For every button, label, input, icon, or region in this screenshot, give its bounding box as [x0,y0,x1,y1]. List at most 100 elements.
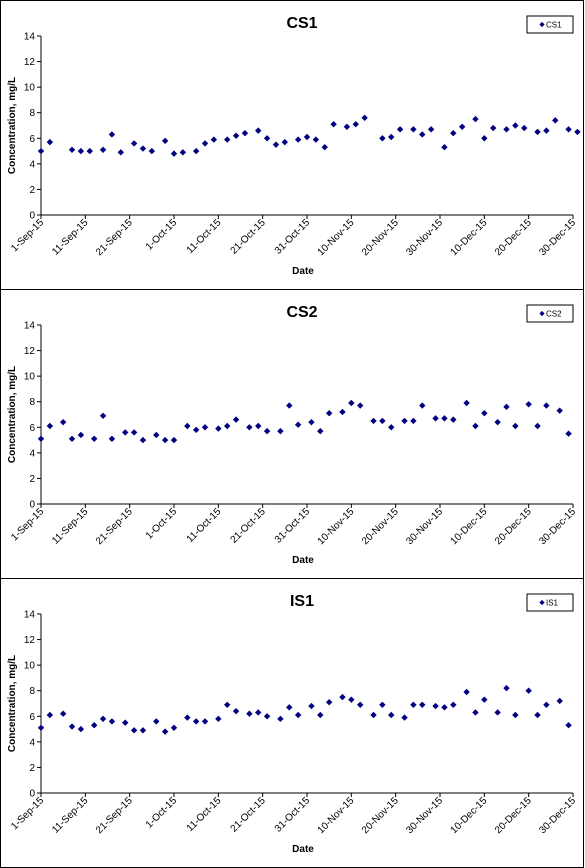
data-point-is1 [481,696,488,703]
y-tick-label: 14 [24,32,36,43]
y-tick-label: 6 [29,423,35,434]
x-tick-label: 11-Oct-15 [185,506,224,545]
data-point-cs1 [179,149,187,156]
data-point-is1 [277,715,284,723]
data-point-is1 [232,707,240,715]
x-tick-label: 30-Nov-15 [404,506,445,547]
x-tick-label: 10-Nov-15 [316,506,357,547]
y-axis-title: Concentration, mg/L [7,655,18,752]
data-point-cs1 [552,117,559,124]
legend-marker [539,310,545,317]
data-point-cs2 [77,431,85,439]
data-point-is1 [441,704,448,711]
data-point-cs2 [139,436,147,444]
chart-title: IS1 [290,593,314,610]
data-point-cs1 [427,126,435,133]
x-tick-label: 20-Nov-15 [360,217,401,258]
data-point-cs2 [348,399,355,407]
data-point-is1 [153,718,160,725]
data-point-cs1 [410,126,417,133]
x-tick-label: 21-Oct-15 [229,795,269,835]
data-point-cs1 [330,121,337,128]
data-point-cs2 [317,427,324,435]
x-tick-label: 1-Sep-15 [9,217,46,254]
data-point-is1 [286,704,293,711]
data-point-cs2 [401,417,408,425]
x-axis-title: Date [292,844,314,855]
data-point-is1 [201,718,209,725]
data-point-cs1 [441,144,448,151]
data-point-is1 [192,718,200,725]
y-tick-label: 8 [29,108,35,119]
data-point-cs2 [339,408,346,416]
data-point-is1 [410,701,417,708]
legend-label: CS1 [546,21,562,30]
data-point-is1 [308,702,315,710]
x-axis-title: Date [292,266,314,277]
data-point-cs2 [543,402,550,409]
data-point-cs1 [419,131,426,138]
data-point-is1 [122,719,129,726]
data-point-cs2 [246,424,253,431]
data-point-cs1 [255,127,262,134]
data-point-cs1 [232,132,240,139]
data-point-cs2 [419,402,426,409]
x-tick-label: 20-Nov-15 [360,506,401,547]
y-tick-label: 10 [24,83,36,94]
x-tick-label: 21-Sep-15 [94,217,135,258]
x-tick-label: 11-Sep-15 [50,217,91,258]
x-tick-label: 21-Sep-15 [94,795,135,836]
data-point-cs2 [388,424,395,431]
data-point-is1 [37,724,45,731]
chart-panel-is1: IS1 0 2 4 6 8 10 12 14 1-Sep-15 11-Sep-15 21-Sep-15… [0,578,584,868]
data-point-is1 [184,714,191,721]
data-point-cs1 [224,136,231,143]
legend-box [526,593,574,612]
data-point-cs1 [521,124,528,132]
x-tick-label: 31-Oct-15 [273,506,313,546]
data-point-cs2 [37,435,45,442]
data-point-is1 [503,684,510,692]
legend-box [526,304,574,323]
data-point-cs1 [68,146,76,153]
data-point-cs1 [192,147,200,155]
x-tick-label: 1-Oct-15 [144,506,180,542]
data-point-is1 [130,727,138,734]
y-axis-title: Concentration, mg/L [7,77,18,174]
y-tick-label: 8 [29,397,35,408]
data-point-is1 [401,714,408,721]
x-tick-label: 1-Sep-15 [9,795,46,832]
data-point-cs2 [325,410,333,417]
data-point-is1 [161,728,169,735]
data-point-is1 [357,701,364,708]
data-point-cs1 [161,137,169,145]
x-tick-label: 30-Dec-15 [537,795,578,836]
x-tick-label: 10-Dec-15 [449,506,490,547]
data-point-cs1 [272,141,280,148]
y-tick-label: 10 [24,372,36,383]
x-tick-label: 21-Oct-15 [229,217,269,257]
data-point-cs1 [201,140,209,147]
data-point-cs2 [201,424,209,431]
data-point-cs2 [91,435,98,442]
y-tick-label: 12 [24,346,36,357]
data-point-is1 [294,711,302,719]
data-point-cs1 [361,114,368,122]
data-point-cs2 [512,422,519,430]
data-point-cs1 [503,126,510,133]
data-point-is1 [255,709,262,716]
data-point-cs1 [512,122,519,129]
data-point-cs1 [303,133,311,141]
data-point-is1 [565,722,572,729]
data-point-cs2 [224,422,231,430]
data-point-cs2 [215,425,222,432]
data-point-cs1 [108,131,116,138]
data-point-is1 [59,710,67,717]
data-point-cs2 [108,435,116,442]
y-tick-label: 6 [29,712,35,723]
data-point-cs2 [370,417,377,425]
legend-marker [539,599,545,606]
data-point-is1 [99,715,107,723]
data-point-is1 [472,709,479,716]
data-point-cs2 [46,422,54,430]
